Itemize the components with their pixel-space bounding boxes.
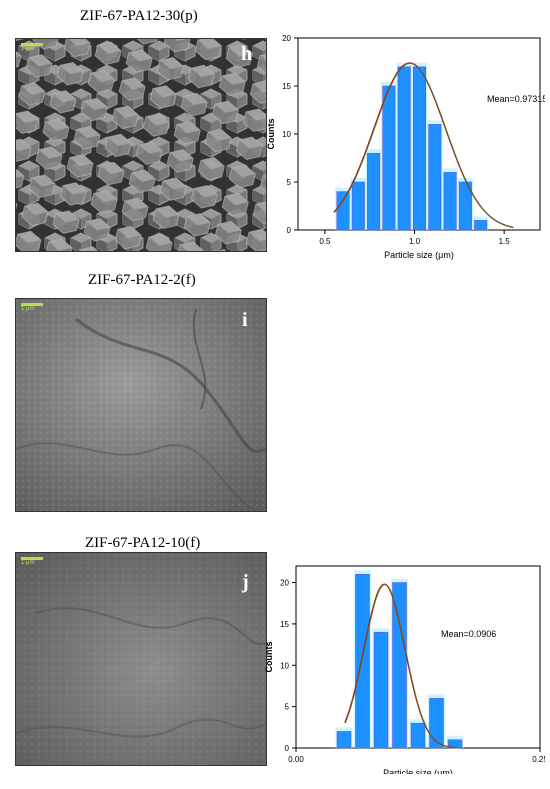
scale-bar-j: 1 μm bbox=[21, 557, 43, 566]
histogram-bar bbox=[351, 181, 365, 231]
mean-annotation: Mean=0.0906 bbox=[441, 629, 496, 639]
y-tick-label: 20 bbox=[280, 579, 289, 588]
scale-label-h: 1 μm bbox=[21, 46, 35, 52]
x-axis-label: Particle size (μm) bbox=[383, 768, 453, 774]
histogram-chart-j: 0 5 10 15 20 0.00 0.25 Particle size (μm) Counts… bbox=[265, 565, 545, 774]
panel-letter-j: j bbox=[242, 571, 249, 593]
histogram-chart-h: 0 5 10 15 20 0.5 1.0 1.5 Particle size (μm) Count… bbox=[266, 34, 545, 260]
mean-annotation: Mean=0.97315 bbox=[487, 94, 545, 104]
y-tick-label: 5 bbox=[285, 703, 290, 712]
histogram-bar bbox=[474, 220, 488, 231]
y-tick-label: 0 bbox=[287, 226, 292, 235]
panel-letter-h: h bbox=[241, 43, 253, 65]
x-axis-label: Particle size (μm) bbox=[384, 250, 454, 260]
x-tick-label: 0.25 bbox=[532, 755, 545, 764]
y-axis-label: Counts bbox=[265, 642, 274, 673]
scale-label-j: 1 μm bbox=[21, 560, 35, 566]
histogram-bar bbox=[392, 582, 407, 749]
y-tick-label: 0 bbox=[285, 744, 290, 753]
y-axis-label: Counts bbox=[266, 119, 276, 150]
scale-bar-h: 1 μm bbox=[21, 43, 43, 52]
histogram-bar bbox=[429, 698, 444, 749]
y-tick-label: 15 bbox=[282, 82, 291, 91]
sem-image-j: 1 μm j bbox=[15, 552, 267, 766]
sem-image-h: 1 μm h bbox=[15, 38, 267, 252]
sem-image-j-graphic bbox=[16, 553, 266, 765]
panel-letter-i: i bbox=[242, 309, 248, 331]
histogram-bar bbox=[410, 722, 426, 749]
sem-image-i-graphic bbox=[16, 299, 266, 511]
panel-j-title: ZIF-67-PA12-10(f) bbox=[85, 535, 201, 551]
x-tick-label: 0.00 bbox=[288, 755, 304, 764]
histogram-bar bbox=[458, 181, 472, 231]
x-tick-label: 0.5 bbox=[319, 237, 331, 246]
histogram-bar bbox=[443, 172, 457, 231]
x-tick-label: 1.0 bbox=[409, 237, 421, 246]
y-tick-label: 10 bbox=[280, 661, 289, 670]
fit-curve-shadow bbox=[345, 584, 458, 749]
histogram-bar bbox=[373, 631, 389, 749]
sem-image-i: 1 μm i bbox=[15, 298, 267, 512]
histogram-bar bbox=[336, 191, 350, 231]
y-tick-label: 10 bbox=[282, 130, 291, 139]
sem-image-h-graphic bbox=[16, 39, 266, 251]
panel-i-title: ZIF-67-PA12-2(f) bbox=[88, 272, 196, 288]
y-tick-label: 20 bbox=[282, 34, 291, 43]
histogram-bar bbox=[367, 152, 381, 231]
histogram-bar bbox=[355, 574, 370, 749]
panel-h-title: ZIF-67-PA12-30(p) bbox=[80, 8, 198, 24]
fit-curve-shadow bbox=[334, 62, 514, 229]
x-tick-label: 1.5 bbox=[499, 237, 511, 246]
y-tick-label: 5 bbox=[287, 178, 292, 187]
histogram-bar bbox=[397, 66, 411, 231]
scale-bar-i: 1 μm bbox=[21, 303, 43, 312]
y-tick-label: 15 bbox=[280, 620, 289, 629]
histogram-bar bbox=[428, 124, 442, 231]
scale-label-i: 1 μm bbox=[21, 306, 35, 312]
histogram-bar bbox=[413, 66, 426, 231]
histogram-bar bbox=[382, 85, 396, 231]
histogram-bar bbox=[336, 731, 352, 749]
